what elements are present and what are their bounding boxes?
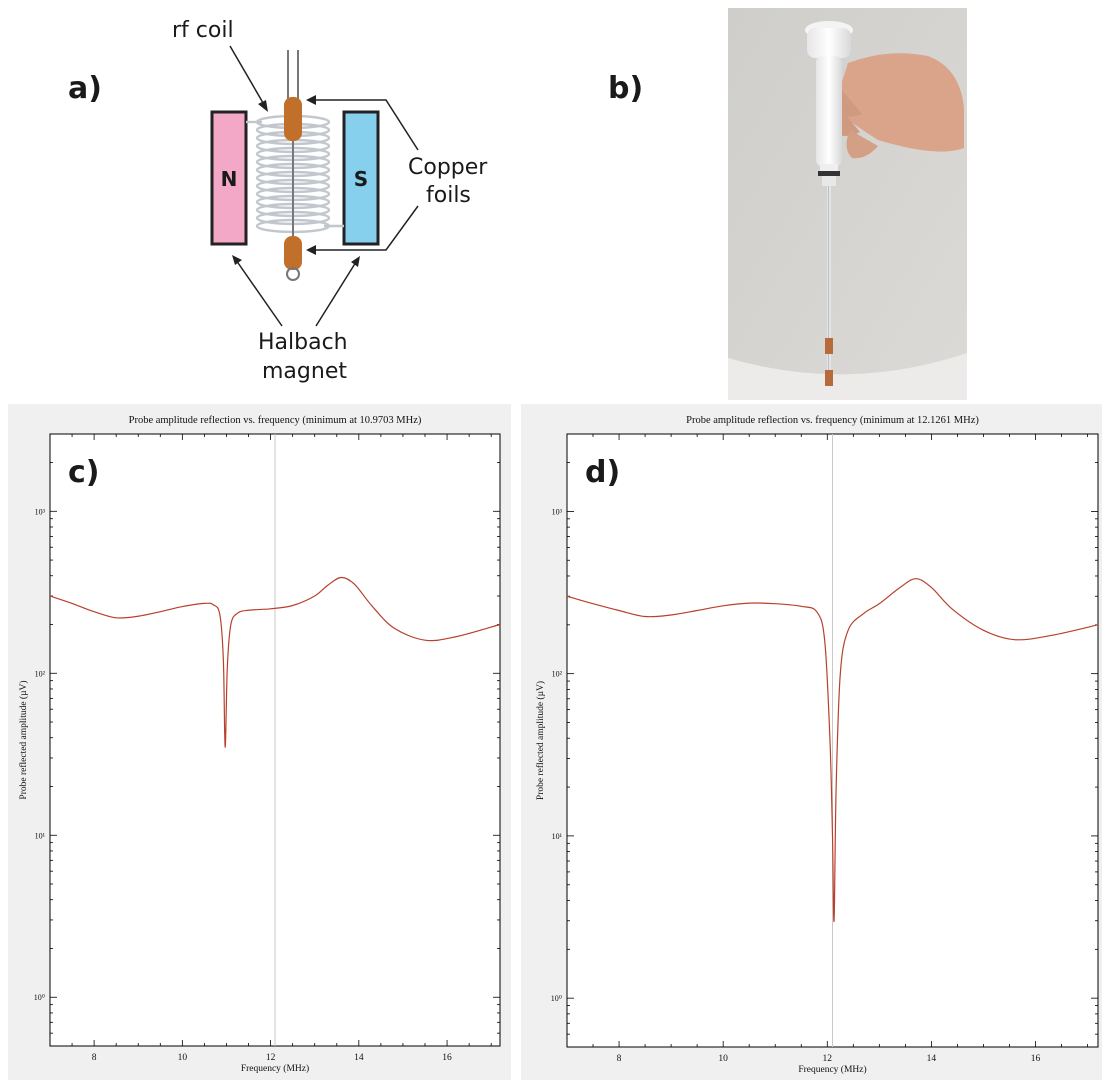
- panel-a-diagram: a) N S rf coil Copper foils Halbach magn…: [68, 18, 488, 384]
- reflection-curve: [566, 578, 1099, 922]
- chart-title: Probe amplitude reflection vs. frequency…: [129, 415, 422, 426]
- y-axis-label: Probe reflected amplitude (µV): [18, 680, 29, 799]
- north-label: N: [221, 167, 238, 191]
- x-axis-label: Frequency (MHz): [798, 1064, 866, 1075]
- panel-b-label: b): [608, 71, 643, 106]
- x-tick-label: 14: [354, 1053, 364, 1063]
- copper-foils-label-line1: Copper: [408, 155, 488, 180]
- north-magnet: [210, 110, 248, 246]
- copper-foil-top: [284, 97, 302, 141]
- chart-title: Probe amplitude reflection vs. frequency…: [686, 415, 979, 426]
- panel-label: c): [68, 455, 100, 490]
- y-tick-label: 10²: [552, 670, 563, 679]
- y-tick-label: 10²: [35, 669, 46, 678]
- x-tick-label: 10: [718, 1054, 728, 1064]
- x-axis-label: Frequency (MHz): [241, 1063, 309, 1074]
- panel-a-label: a): [68, 71, 102, 106]
- y-tick-label: 10³: [35, 507, 46, 516]
- x-tick-label: 16: [442, 1053, 452, 1063]
- south-magnet: [342, 110, 380, 246]
- x-tick-label: 12: [266, 1053, 276, 1063]
- x-tick-label: 14: [927, 1054, 937, 1064]
- y-tick-label: 10⁰: [551, 994, 562, 1003]
- copper-foils-label-line2: foils: [426, 183, 471, 208]
- x-tick-label: 10: [178, 1053, 188, 1063]
- copper-foil-bottom: [284, 236, 302, 270]
- chart-c: Probe amplitude reflection vs. frequency…: [8, 404, 511, 1080]
- x-tick-label: 8: [92, 1053, 97, 1063]
- panel-label: d): [585, 455, 620, 490]
- chart-d: Probe amplitude reflection vs. frequency…: [521, 404, 1102, 1080]
- x-tick-label: 12: [823, 1054, 833, 1064]
- y-tick-label: 10¹: [552, 832, 563, 841]
- rf-coil-label: rf coil: [172, 18, 234, 43]
- halbach-label-line2: magnet: [262, 359, 347, 384]
- y-tick-label: 10⁰: [34, 993, 45, 1002]
- probe-photo: [728, 8, 967, 400]
- chart-d-svg: Probe amplitude reflection vs. frequency…: [535, 415, 1099, 1075]
- x-tick-label: 8: [617, 1054, 622, 1064]
- y-tick-label: 10³: [552, 507, 563, 516]
- y-axis-label: Probe reflected amplitude (µV): [535, 681, 546, 800]
- y-tick-label: 10¹: [35, 831, 46, 840]
- halbach-label-line1: Halbach: [258, 330, 348, 355]
- panel-b-label-svg: b): [608, 71, 643, 106]
- reflection-curve: [49, 576, 501, 748]
- south-label: S: [354, 167, 368, 191]
- chart-c-svg: Probe amplitude reflection vs. frequency…: [18, 415, 501, 1074]
- x-tick-label: 16: [1031, 1054, 1041, 1064]
